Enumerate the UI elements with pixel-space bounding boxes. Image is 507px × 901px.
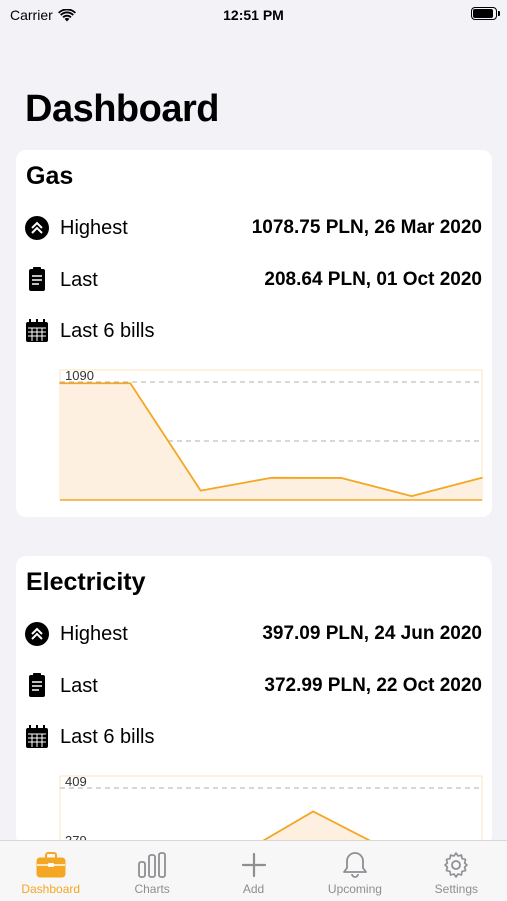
tab-upcoming[interactable]: Upcoming [304, 841, 405, 901]
page-title: Dashboard [25, 88, 219, 130]
tab-charts[interactable]: Charts [101, 841, 202, 901]
gas-card-title: Gas [26, 162, 74, 190]
electricity-highest-value: 397.09 PLN, 24 Jun 2020 [262, 623, 482, 644]
tab-charts-label: Charts [134, 882, 170, 896]
series-area [254, 811, 381, 846]
battery-icon [471, 7, 500, 20]
status-bar: Carrier 12:51 PM [0, 0, 507, 30]
electricity-card[interactable]: Electricity Highest 397.09 PLN, 24 Jun 2… [16, 556, 492, 846]
gas-last-label: Last [60, 268, 98, 291]
data-point [199, 489, 202, 492]
gas-last-value: 208.64 PLN, 01 Oct 2020 [264, 269, 482, 290]
plus-icon [241, 852, 266, 878]
briefcase-icon [36, 852, 66, 878]
gas-highest-label: Highest [60, 216, 128, 239]
highest-icon [24, 215, 50, 241]
data-point [340, 477, 343, 479]
electricity-highest-row: Highest 397.09 PLN, 24 Jun 2020 [24, 619, 482, 649]
highest-icon [24, 621, 50, 647]
electricity-last-row: Last 372.99 PLN, 22 Oct 2020 [24, 671, 482, 701]
y-tick-label: 409 [65, 774, 87, 789]
electricity-last-value: 372.99 PLN, 22 Oct 2020 [264, 675, 482, 696]
receipt-icon [24, 673, 50, 699]
tab-dashboard-label: Dashboard [21, 882, 81, 896]
status-time: 12:51 PM [223, 7, 284, 23]
electricity-bills-row: Last 6 bills [24, 722, 482, 752]
carrier-indicator: Carrier [10, 7, 76, 23]
calendar-icon [24, 724, 50, 750]
data-point [59, 382, 61, 385]
series-area [60, 383, 482, 500]
data-point [129, 382, 132, 385]
data-point [312, 810, 314, 813]
calendar-icon [24, 318, 50, 344]
y-tick-label: 1090 [65, 368, 94, 383]
electricity-card-title: Electricity [26, 568, 146, 596]
gas-highest-row: Highest 1078.75 PLN, 26 Mar 2020 [24, 213, 482, 243]
gas-bills-label: Last 6 bills [60, 319, 155, 342]
gas-chart-svg: 10905474 [59, 368, 483, 501]
series-line [252, 810, 383, 846]
data-point [270, 477, 272, 479]
tab-upcoming-label: Upcoming [327, 882, 382, 896]
electricity-last-label: Last [60, 674, 98, 697]
tab-add[interactable]: Add [203, 841, 304, 901]
gear-icon [444, 852, 469, 878]
tab-dashboard[interactable]: Dashboard [0, 841, 101, 901]
receipt-icon [24, 267, 50, 293]
gas-chart: 10905474 [58, 368, 484, 504]
electricity-highest-label: Highest [60, 622, 128, 645]
gas-highest-value: 1078.75 PLN, 26 Mar 2020 [251, 217, 482, 238]
gas-bills-row: Last 6 bills [24, 316, 482, 346]
tab-add-label: Add [242, 882, 265, 896]
tab-settings-label: Settings [434, 882, 478, 896]
carrier-label: Carrier [10, 7, 53, 23]
tab-bar: Dashboard Charts Add Upcoming Settings [0, 840, 507, 901]
electricity-bills-label: Last 6 bills [60, 725, 155, 748]
electricity-chart-svg: 409379 [59, 774, 483, 846]
data-point [410, 495, 413, 497]
gas-card[interactable]: Gas Highest 1078.75 PLN, 26 Mar 2020 Las… [16, 150, 492, 517]
bell-icon [343, 852, 367, 878]
wifi-icon [57, 8, 76, 21]
electricity-chart: 409379 [58, 774, 484, 846]
data-point [481, 476, 483, 479]
gas-last-row: Last 208.64 PLN, 01 Oct 2020 [24, 265, 482, 295]
bar-chart-icon [138, 852, 167, 878]
tab-settings[interactable]: Settings [406, 841, 507, 901]
